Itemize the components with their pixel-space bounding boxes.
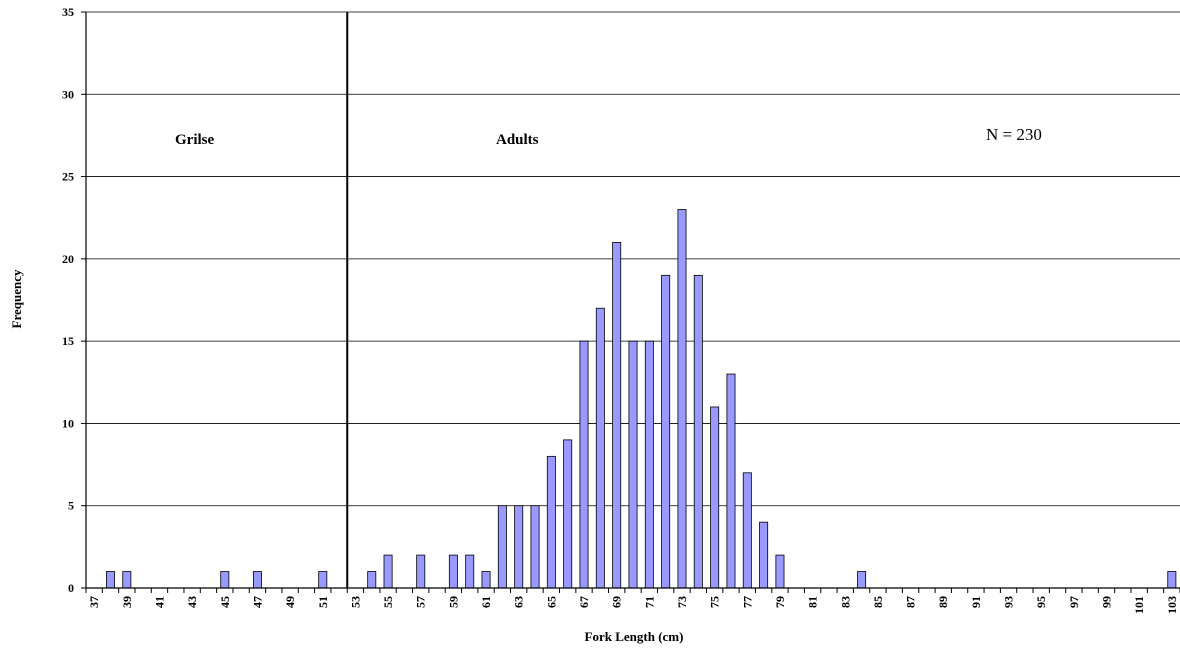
bar-47 <box>252 571 262 589</box>
y-tick-label: 20 <box>62 252 74 266</box>
bar-73 <box>677 209 687 589</box>
bar-65 <box>546 455 556 589</box>
sample-size-label: N = 230 <box>986 125 1042 144</box>
x-tick-label: 71 <box>642 596 656 608</box>
bar-78 <box>759 521 769 589</box>
x-tick-label: 97 <box>1067 596 1081 608</box>
y-tick-label: 5 <box>68 499 74 513</box>
adults-label: Adults <box>496 132 539 148</box>
bar-71 <box>644 340 654 589</box>
bar-61 <box>481 571 491 589</box>
bar-75 <box>710 406 720 589</box>
x-tick-label: 89 <box>936 596 950 608</box>
y-tick-label: 30 <box>62 87 74 101</box>
x-tick-label: 81 <box>806 596 820 608</box>
x-tick-label: 65 <box>544 596 558 608</box>
bar-62 <box>497 505 507 589</box>
bar-60 <box>465 554 475 589</box>
bar-45 <box>220 571 230 589</box>
x-tick-label: 77 <box>740 596 754 608</box>
bar-79 <box>775 554 785 589</box>
y-tick-label: 15 <box>62 334 74 348</box>
x-tick-label: 45 <box>218 596 232 608</box>
bar-72 <box>661 274 671 589</box>
bar-76 <box>726 373 736 589</box>
y-axis-label: Frequency <box>9 269 24 328</box>
bar-54 <box>367 571 377 589</box>
x-axis-label: Fork Length (cm) <box>585 629 684 644</box>
x-tick-label: 91 <box>969 596 983 608</box>
x-tick-label: 103 <box>1165 596 1179 614</box>
bar-70 <box>628 340 638 589</box>
bar-67 <box>579 340 589 589</box>
x-tick-label: 75 <box>708 596 722 608</box>
axes <box>85 12 1180 589</box>
bar-55 <box>383 554 393 589</box>
x-tick-label: 101 <box>1132 596 1146 614</box>
bar-68 <box>595 307 605 589</box>
x-tick-label: 69 <box>610 596 624 608</box>
grilse-label: Grilse <box>175 132 214 148</box>
bar-77 <box>742 472 752 589</box>
x-tick-label: 67 <box>577 596 591 608</box>
x-tick-label: 83 <box>838 596 852 608</box>
bar-74 <box>693 274 703 589</box>
x-tick-label: 93 <box>1002 596 1016 608</box>
x-tick-label: 37 <box>87 596 101 608</box>
y-tick-label: 10 <box>62 416 74 430</box>
bar-69 <box>612 241 622 589</box>
x-tick-labels: 37 39 41 43 45 47 49 51 53 55 57 59 61 63 65 67 69 71 73 75… <box>85 588 1180 614</box>
bar-51 <box>318 571 328 589</box>
bar-64 <box>530 505 540 589</box>
bar-63 <box>514 505 524 589</box>
bar-66 <box>563 439 573 589</box>
bar-59 <box>448 554 458 589</box>
y-tick-label: 0 <box>68 581 74 595</box>
x-tick-label: 59 <box>446 596 460 608</box>
x-tick-label: 57 <box>414 596 428 608</box>
x-tick-label: 41 <box>152 596 166 608</box>
x-tick-label: 85 <box>871 596 885 608</box>
y-tick-label: 35 <box>62 5 74 19</box>
x-tick-label: 99 <box>1100 596 1114 608</box>
bar-38 <box>106 571 115 589</box>
x-tick-label: 73 <box>675 596 689 608</box>
bar-39 <box>122 571 132 589</box>
x-tick-label: 79 <box>773 596 787 608</box>
x-tick-label: 39 <box>120 596 134 608</box>
bar-84 <box>857 571 867 589</box>
x-tick-label: 51 <box>316 596 330 608</box>
x-tick-label: 95 <box>1034 596 1048 608</box>
x-tick-label: 49 <box>283 596 297 608</box>
x-tick-label: 47 <box>250 596 264 608</box>
bars <box>106 209 1177 589</box>
y-tick-label: 25 <box>62 170 74 184</box>
y-tick-labels: 0 5 10 15 20 25 30 35 <box>62 5 86 595</box>
x-tick-label: 61 <box>479 596 493 608</box>
x-tick-label: 87 <box>904 596 918 608</box>
x-tick-label: 43 <box>185 596 199 608</box>
x-tick-label: 53 <box>348 596 362 608</box>
x-tick-label: 55 <box>381 596 395 608</box>
bar-103 <box>1167 571 1177 589</box>
x-tick-label: 63 <box>512 596 526 608</box>
bar-57 <box>416 554 426 589</box>
